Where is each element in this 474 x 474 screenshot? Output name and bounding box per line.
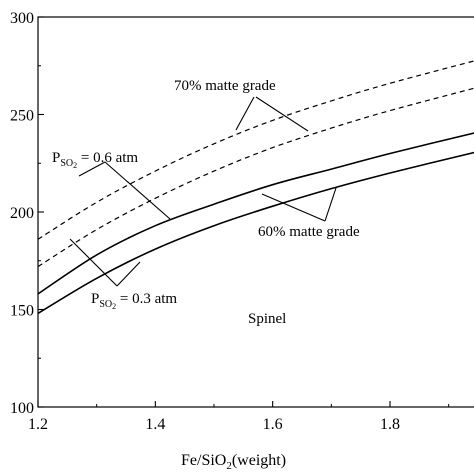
pso2-03-tail: = 0.3 atm — [116, 291, 177, 307]
x-tick-label: 1.4 — [145, 416, 165, 433]
x-axis-title-tail: (weight) — [232, 452, 286, 469]
spinel-region-label: Spinel — [248, 311, 286, 327]
pso2-06-sub: SO — [60, 158, 73, 169]
leader-60-right — [324, 187, 337, 222]
x-tick-label: 1.2 — [28, 416, 48, 433]
series-line-3 — [37, 132, 474, 295]
y-tick-label: 200 — [10, 205, 34, 222]
leader-p06-b — [104, 161, 171, 220]
leader-p06-a — [78, 161, 106, 177]
leader-p03-b — [116, 261, 141, 287]
x-tick-label: 1.8 — [380, 416, 400, 433]
pso2-03-p: P — [91, 291, 99, 307]
series-layer — [37, 60, 474, 315]
pso2-03-sub2: 2 — [112, 302, 116, 311]
x-axis-title-main: Fe/SiO — [181, 452, 226, 469]
series-line-1 — [37, 60, 474, 240]
y-tick-label: 100 — [10, 400, 34, 417]
pso2-06-tail: = 0.6 atm — [77, 150, 138, 166]
y-tick-label: 250 — [10, 108, 34, 125]
leader-60-left — [261, 193, 326, 222]
pso2-06-label: PSO2 = 0.6 atm — [52, 150, 138, 170]
leader-70-right — [255, 96, 309, 132]
x-axis-title: Fe/SiO2(weight) — [181, 452, 286, 472]
series-line-4 — [37, 151, 474, 315]
pso2-03-sub: SO — [99, 299, 112, 310]
pso2-03-label: PSO2 = 0.3 atm — [91, 291, 177, 311]
y-axis-ticks: 100 150 200 250 300 — [10, 10, 44, 417]
matte-60-label: 60% matte grade — [258, 224, 360, 240]
leader-lines — [69, 96, 337, 287]
series-line-2 — [37, 87, 474, 268]
leader-70-left — [235, 96, 255, 131]
x-axis-ticks: 1.2 1.4 1.6 1.8 — [28, 401, 450, 433]
x-tick-label: 1.6 — [263, 416, 283, 433]
matte-70-label: 70% matte grade — [174, 78, 276, 94]
y-tick-label: 150 — [10, 303, 34, 320]
y-tick-label: 300 — [10, 10, 34, 27]
pso2-06-sub2: 2 — [73, 161, 77, 170]
x-axis-title-sub: 2 — [226, 460, 232, 472]
leader-p03-a — [69, 238, 118, 287]
pso2-06-p: P — [52, 150, 60, 166]
